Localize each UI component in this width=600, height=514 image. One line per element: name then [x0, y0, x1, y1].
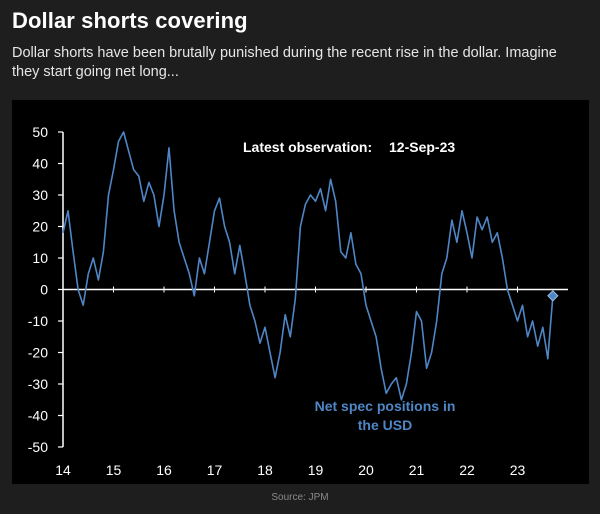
page-subtitle: Dollar shorts have been brutally punishe… [12, 45, 557, 80]
page-title: Dollar shorts covering [12, 8, 248, 33]
x-tick-label: 16 [156, 462, 172, 478]
x-axis-ticks: 14 15 16 17 18 19 20 21 22 23 [55, 286, 526, 478]
y-tick-label: -40 [28, 408, 48, 424]
x-tick-label: 22 [459, 462, 475, 478]
series-annotation-line2: the USD [358, 417, 412, 433]
y-tick-label: -30 [28, 376, 48, 392]
latest-observation-date: 12-Sep-23 [389, 139, 455, 155]
x-tick-label: 20 [358, 462, 374, 478]
chart-panel: 50 40 30 20 10 0 -10 -20 -30 -40 -50 14 15 16 17 18 19 2… [12, 100, 589, 484]
source-note: Source: JPM [271, 492, 329, 503]
y-tick-label: 0 [40, 282, 48, 298]
x-tick-label: 17 [207, 462, 223, 478]
x-tick-label: 21 [409, 462, 425, 478]
x-tick-label: 18 [257, 462, 273, 478]
x-tick-label: 23 [510, 462, 526, 478]
series-lines [62, 131, 554, 401]
x-tick-label: 15 [106, 462, 122, 478]
latest-observation-label: Latest observation: [243, 139, 372, 155]
series-line [62, 131, 554, 401]
x-tick-label: 14 [55, 462, 71, 478]
y-tick-label: 50 [32, 124, 48, 140]
y-axis-ticks: 50 40 30 20 10 0 -10 -20 -30 -40 -50 [28, 124, 63, 455]
y-tick-label: -10 [28, 313, 48, 329]
y-tick-label: 10 [32, 250, 48, 266]
series-annotation-line1: Net spec positions in [315, 398, 456, 414]
y-tick-label: 40 [32, 156, 48, 172]
y-tick-label: 20 [32, 219, 48, 235]
latest-point-diamond [547, 290, 559, 302]
latest-point-marker [547, 290, 559, 302]
y-tick-label: -20 [28, 345, 48, 361]
y-tick-label: -50 [28, 439, 48, 455]
y-tick-label: 30 [32, 187, 48, 203]
x-tick-label: 19 [308, 462, 324, 478]
line-chart: 50 40 30 20 10 0 -10 -20 -30 -40 -50 14 15 16 17 18 19 2… [28, 124, 568, 478]
